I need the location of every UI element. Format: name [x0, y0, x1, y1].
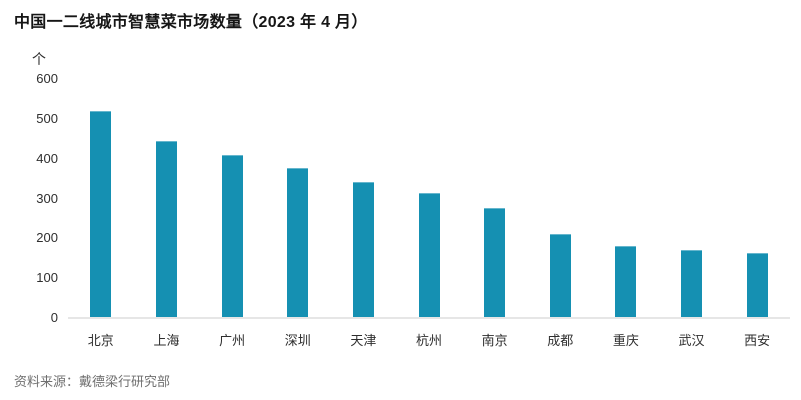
x-tick-label: 深圳	[284, 333, 311, 348]
bar-南京	[484, 208, 506, 318]
x-tick-label: 广州	[219, 333, 246, 348]
y-tick-label: 500	[36, 110, 58, 126]
y-tick-label: 100	[36, 270, 58, 286]
plot-area	[68, 79, 790, 318]
y-tick-label: 200	[36, 230, 58, 246]
bar-重庆	[615, 246, 637, 318]
y-tick-label: 0	[50, 310, 58, 325]
bar-杭州	[418, 193, 440, 318]
bar-成都	[549, 233, 571, 318]
x-tick-label: 北京	[87, 333, 114, 348]
x-tick-label: 武汉	[678, 333, 705, 348]
y-tick-label: 600	[36, 71, 58, 86]
source-note: 资料来源：戴德梁行研究部	[14, 374, 171, 389]
y-tick-label: 400	[36, 150, 58, 166]
y-tick-label: 300	[36, 190, 58, 206]
x-axis-baseline	[68, 317, 790, 319]
bar-武汉	[681, 250, 703, 318]
y-axis-unit-label: 个	[32, 51, 46, 67]
x-tick-label: 重庆	[612, 333, 639, 348]
x-tick-label: 上海	[153, 333, 180, 348]
bar-西安	[746, 253, 768, 318]
x-tick-label: 西安	[744, 333, 771, 348]
chart-title: 中国一二线城市智慧菜市场数量（2023 年 4 月）	[14, 14, 368, 31]
bar-北京	[90, 110, 112, 318]
x-tick-label: 杭州	[415, 333, 443, 348]
bar-天津	[352, 181, 374, 318]
x-tick-label: 成都	[547, 333, 574, 348]
bar-广州	[221, 154, 243, 318]
x-tick-label: 南京	[481, 333, 508, 348]
x-tick-label: 天津	[350, 333, 377, 348]
bar-深圳	[287, 167, 309, 318]
bar-上海	[155, 140, 177, 318]
